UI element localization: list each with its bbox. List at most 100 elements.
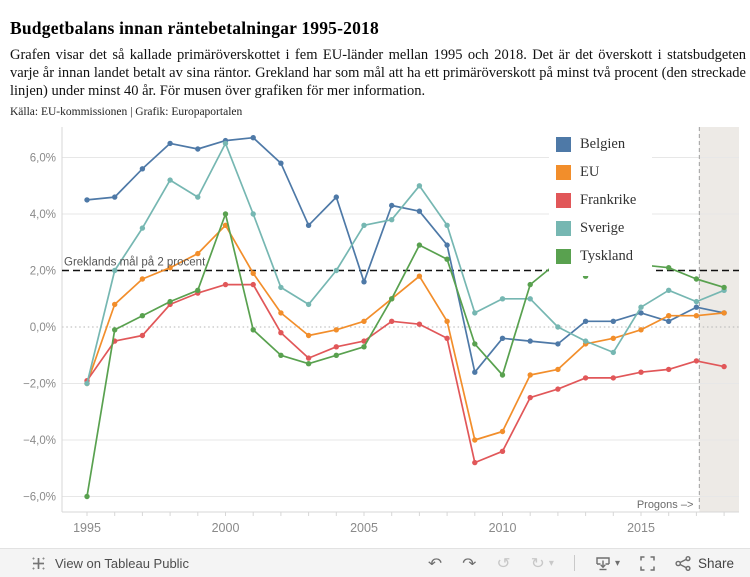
data-point[interactable]: [499, 296, 506, 302]
data-point[interactable]: [472, 341, 478, 347]
data-point[interactable]: [416, 208, 423, 214]
series-frankrike[interactable]: [84, 281, 727, 466]
data-point[interactable]: [416, 183, 423, 189]
data-point[interactable]: [333, 267, 339, 274]
data-point[interactable]: [527, 394, 533, 401]
data-point[interactable]: [527, 338, 533, 344]
data-point[interactable]: [222, 140, 229, 147]
legend-item-eu[interactable]: EU: [556, 158, 636, 186]
data-point[interactable]: [139, 332, 146, 339]
data-point[interactable]: [305, 361, 312, 367]
data-point[interactable]: [610, 375, 616, 381]
download-icon[interactable]: [595, 556, 611, 571]
data-point[interactable]: [195, 194, 201, 200]
data-point[interactable]: [278, 330, 284, 336]
data-point[interactable]: [693, 304, 700, 310]
data-point[interactable]: [582, 375, 589, 381]
data-point[interactable]: [416, 321, 423, 327]
data-point[interactable]: [666, 318, 672, 324]
data-point[interactable]: [84, 380, 90, 387]
data-point[interactable]: [195, 250, 201, 257]
data-point[interactable]: [472, 437, 478, 443]
data-point[interactable]: [721, 310, 727, 316]
data-point[interactable]: [555, 366, 561, 373]
refresh-icon[interactable]: ↻: [530, 554, 545, 572]
data-point[interactable]: [582, 338, 589, 344]
data-point[interactable]: [305, 222, 312, 228]
data-point[interactable]: [250, 135, 256, 141]
data-point[interactable]: [167, 265, 173, 271]
data-point[interactable]: [84, 493, 90, 500]
data-point[interactable]: [610, 349, 616, 356]
chart-area[interactable]: 6,0% 4,0% 2,0% 0,0% −2,0% −4,0% −6,0% 1995 2000 2…: [0, 108, 750, 548]
data-point[interactable]: [278, 352, 284, 358]
tableau-logo-icon[interactable]: [30, 555, 47, 572]
data-point[interactable]: [555, 341, 561, 347]
data-point[interactable]: [693, 358, 700, 364]
data-point[interactable]: [361, 338, 367, 344]
data-point[interactable]: [112, 327, 118, 333]
series-belgien[interactable]: [84, 135, 727, 375]
data-point[interactable]: [112, 301, 118, 308]
data-point[interactable]: [84, 197, 90, 203]
data-point[interactable]: [250, 270, 256, 276]
data-point[interactable]: [666, 313, 672, 319]
data-point[interactable]: [305, 301, 312, 308]
series-sverige[interactable]: [84, 140, 727, 387]
data-point[interactable]: [139, 166, 146, 172]
data-point[interactable]: [527, 296, 533, 302]
data-point[interactable]: [333, 344, 339, 350]
data-point[interactable]: [499, 372, 506, 378]
data-point[interactable]: [361, 344, 367, 350]
data-point[interactable]: [139, 313, 146, 319]
data-point[interactable]: [278, 310, 284, 316]
legend-item-frankrike[interactable]: Frankrike: [556, 186, 636, 214]
view-on-tableau-public-link[interactable]: View on Tableau Public: [55, 555, 189, 571]
data-point[interactable]: [693, 298, 700, 305]
data-point[interactable]: [693, 276, 700, 282]
data-point[interactable]: [112, 194, 118, 200]
data-point[interactable]: [250, 211, 256, 217]
data-point[interactable]: [250, 327, 256, 333]
data-point[interactable]: [721, 284, 727, 291]
data-point[interactable]: [333, 194, 339, 200]
data-point[interactable]: [139, 225, 146, 231]
data-point[interactable]: [333, 327, 339, 333]
data-point[interactable]: [444, 242, 450, 248]
data-point[interactable]: [361, 222, 367, 228]
reset-icon[interactable]: ↺: [496, 554, 511, 572]
data-point[interactable]: [499, 335, 506, 341]
data-point[interactable]: [472, 369, 478, 375]
data-point[interactable]: [389, 217, 395, 223]
data-point[interactable]: [195, 146, 201, 152]
data-point[interactable]: [693, 313, 700, 319]
data-point[interactable]: [167, 298, 173, 305]
data-point[interactable]: [444, 222, 450, 228]
data-point[interactable]: [305, 355, 312, 361]
data-point[interactable]: [582, 318, 589, 324]
data-point[interactable]: [389, 318, 395, 324]
data-point[interactable]: [416, 242, 423, 248]
data-point[interactable]: [472, 459, 478, 466]
data-point[interactable]: [555, 386, 561, 392]
data-point[interactable]: [112, 267, 118, 274]
data-point[interactable]: [389, 296, 395, 302]
data-point[interactable]: [222, 222, 229, 228]
data-point[interactable]: [666, 287, 672, 293]
data-point[interactable]: [555, 324, 561, 330]
data-point[interactable]: [139, 276, 146, 282]
share-button[interactable]: Share: [675, 556, 734, 571]
data-point[interactable]: [638, 310, 644, 316]
data-point[interactable]: [444, 318, 450, 324]
data-point[interactable]: [278, 284, 284, 291]
data-point[interactable]: [666, 265, 672, 271]
data-point[interactable]: [195, 287, 201, 293]
data-point[interactable]: [638, 369, 644, 375]
data-point[interactable]: [305, 332, 312, 339]
data-point[interactable]: [222, 281, 229, 288]
data-point[interactable]: [610, 335, 616, 341]
data-point[interactable]: [499, 448, 506, 454]
data-point[interactable]: [250, 281, 256, 288]
fullscreen-icon[interactable]: [640, 555, 655, 571]
data-point[interactable]: [499, 428, 506, 435]
